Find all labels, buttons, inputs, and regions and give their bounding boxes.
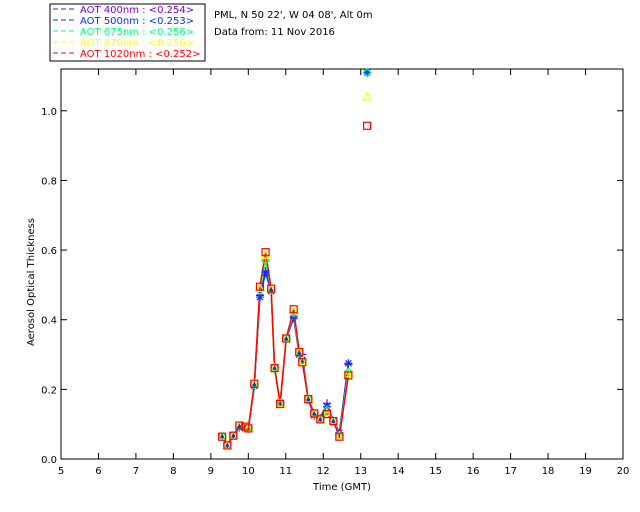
data-point [343, 367, 354, 377]
data-point [218, 432, 227, 441]
data-point [322, 409, 332, 419]
data-point [282, 334, 291, 343]
data-point [335, 432, 344, 441]
data-point [362, 91, 373, 101]
data-point [255, 282, 265, 291]
data-point [288, 305, 299, 315]
legend-entry: AOT 500nm : <0.253> [80, 16, 194, 27]
legend-entry: AOT 400nm : <0.254> [80, 5, 194, 16]
data-point [276, 399, 285, 409]
data-point [297, 356, 308, 366]
data-point [223, 441, 232, 450]
data-point [254, 283, 265, 292]
data-point [295, 350, 304, 359]
data-point [250, 379, 259, 388]
data-point [250, 381, 259, 390]
data-point [362, 67, 372, 78]
x-tick-label: 19 [579, 466, 592, 477]
data-point [363, 68, 372, 77]
y-tick-label: 0.8 [41, 176, 57, 187]
data-point [255, 293, 264, 302]
data-point [229, 431, 238, 440]
data-point [334, 430, 345, 440]
data-point [344, 371, 353, 380]
x-tick-label: 13 [354, 466, 367, 477]
x-tick-label: 11 [279, 466, 292, 477]
x-tick-label: 12 [317, 466, 330, 477]
data-point [260, 250, 271, 259]
data-point [316, 414, 325, 423]
y-tick-label: 0.0 [41, 455, 57, 466]
data-point [298, 355, 307, 364]
data-point [223, 441, 232, 450]
data-point [249, 379, 260, 390]
data-point [218, 432, 227, 441]
data-point [322, 405, 332, 416]
y-tick-label: 1.0 [41, 107, 57, 118]
legend: AOT 400nm : <0.254>AOT 500nm : <0.253>AO… [53, 5, 200, 60]
y-tick-label: 0.4 [41, 316, 57, 327]
data-point [244, 424, 253, 433]
x-tick-label: 20 [617, 466, 630, 477]
x-tick-label: 15 [429, 466, 442, 477]
data-point [309, 408, 320, 419]
legend-entry: AOT 1020nm : <0.252> [80, 49, 200, 60]
data-point [310, 411, 319, 420]
data-point [267, 284, 276, 293]
x-tick-label: 8 [170, 466, 176, 477]
date-label: Data from: 11 Nov 2016 [214, 27, 335, 38]
legend-entry: AOT 870nm : <0.256> [80, 38, 194, 49]
data-point [329, 416, 338, 425]
x-tick-label: 17 [504, 466, 517, 477]
x-tick-label: 14 [392, 466, 405, 477]
plot-frame [60, 68, 624, 460]
x-axis-label: Time (GMT) [312, 482, 371, 493]
data-point [235, 421, 244, 430]
y-tick-label: 0.6 [41, 246, 57, 257]
data-point [344, 359, 353, 368]
x-tick-label: 9 [208, 466, 214, 477]
data-point [260, 255, 271, 266]
data-point [295, 347, 304, 357]
data-point [294, 347, 305, 358]
x-tick-label: 6 [95, 466, 101, 477]
legend-box [49, 3, 206, 62]
data-point [261, 248, 270, 257]
legend-entry: AOT 675nm : <0.256> [80, 27, 194, 38]
data-point [304, 395, 313, 404]
data-point [289, 305, 298, 314]
data-point [270, 364, 279, 373]
data-point [276, 398, 285, 407]
x-tick-label: 18 [542, 466, 555, 477]
data-point [243, 423, 254, 434]
data-point [217, 431, 228, 440]
data-point [261, 268, 270, 277]
data-point [298, 358, 307, 367]
y-axis-label: Aerosol Optical Thickness [26, 218, 37, 346]
data-point [363, 121, 372, 130]
x-tick-label: 10 [242, 466, 255, 477]
data-point [343, 368, 354, 378]
data-point [275, 398, 286, 408]
data-point [329, 416, 338, 426]
data-point [266, 284, 277, 295]
x-tick-label: 5 [58, 466, 64, 477]
y-tick-label: 0.2 [41, 385, 57, 396]
data-point [229, 431, 238, 440]
site-label: PML, N 50 22', W 04 08', Alt 0m [214, 10, 373, 21]
x-tick-label: 7 [133, 466, 139, 477]
data-point [304, 395, 313, 404]
x-tick-label: 16 [467, 466, 480, 477]
data-point [316, 415, 325, 424]
data-point [270, 363, 279, 372]
data-point [282, 334, 291, 343]
data-point [321, 407, 333, 417]
data-point [267, 287, 276, 296]
data-point [310, 409, 319, 418]
series-line [221, 252, 350, 447]
data-point [235, 423, 244, 432]
